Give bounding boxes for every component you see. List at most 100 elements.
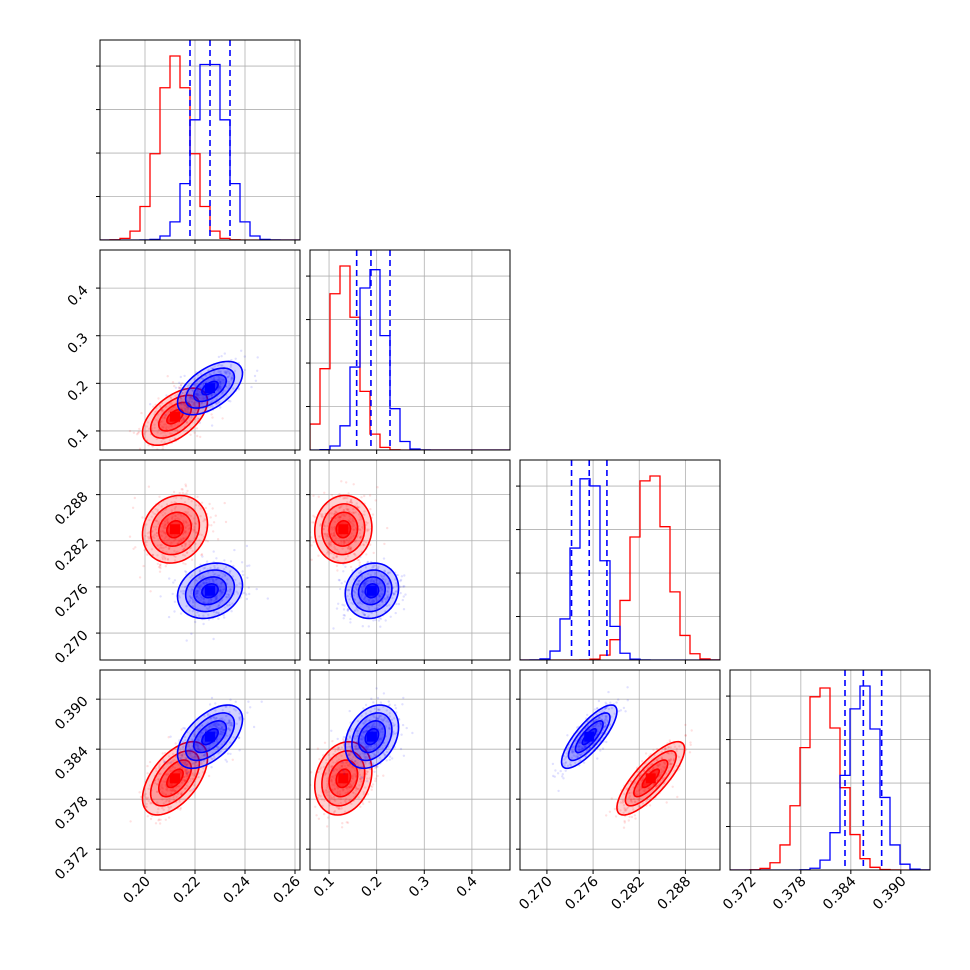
scatter-point — [193, 773, 196, 776]
scatter-point — [148, 784, 152, 787]
scatter-point — [163, 431, 166, 434]
scatter-point — [326, 533, 329, 536]
scatter-point — [216, 745, 219, 748]
contour-line — [166, 768, 184, 789]
x-tick-label-0-2: 0.24 — [220, 873, 253, 906]
density-peak — [205, 585, 215, 596]
scatter-point — [203, 714, 206, 718]
scatter-point — [343, 799, 347, 803]
scatter-point — [167, 547, 170, 550]
scatter-point — [325, 534, 328, 538]
scatter-point — [367, 599, 371, 602]
scatter-point — [349, 546, 353, 549]
scatter-point — [196, 611, 199, 614]
contour-line — [351, 569, 393, 613]
scatter-point — [168, 547, 171, 550]
scatter-point — [635, 790, 638, 793]
scatter-point — [392, 592, 395, 595]
scatter-point — [247, 700, 250, 703]
scatter-point — [164, 532, 167, 535]
x-tick-label-3-1: 0.378 — [770, 874, 810, 914]
scatter-point — [579, 753, 582, 756]
scatter-point — [216, 745, 219, 749]
scatter-point — [128, 429, 132, 433]
contour-line — [176, 360, 244, 416]
scatter-point — [223, 574, 227, 578]
scatter-point — [372, 599, 376, 603]
scatter-point — [358, 561, 361, 564]
scatter-point — [229, 752, 232, 756]
scatter-point — [173, 384, 176, 388]
scatter-point — [190, 754, 193, 758]
scatter-point — [230, 376, 233, 380]
scatter-point — [173, 758, 176, 762]
scatter-point — [347, 541, 351, 544]
scatter-point — [214, 724, 218, 727]
scatter-point — [167, 816, 171, 819]
scatter-point — [181, 746, 184, 749]
scatter-point — [195, 383, 198, 387]
scatter-point — [636, 793, 639, 796]
scatter-point — [349, 753, 352, 757]
scatter-point — [384, 597, 387, 600]
scatter-point — [168, 402, 172, 405]
scatter-point — [352, 766, 355, 770]
scatter-point — [607, 707, 611, 711]
scatter-point — [249, 706, 252, 709]
scatter-point — [326, 535, 330, 539]
scatter-point — [196, 392, 199, 396]
scatter-point — [205, 747, 209, 750]
scatter-point — [342, 563, 345, 566]
scatter-point — [214, 717, 218, 720]
scatter-point — [344, 557, 347, 560]
scatter-point — [384, 725, 388, 728]
scatter-point — [210, 393, 213, 396]
scatter-point — [667, 758, 670, 761]
scatter-point — [363, 587, 366, 590]
scatter-point — [626, 806, 629, 810]
scatter-point — [196, 776, 199, 779]
scatter-point — [203, 397, 206, 401]
scatter-point — [648, 769, 651, 773]
scatter-point — [196, 394, 199, 397]
scatter-point — [174, 394, 177, 397]
scatter-point — [212, 530, 215, 533]
scatter-point — [570, 749, 574, 752]
scatter-point — [314, 805, 317, 808]
scatter-point — [195, 592, 198, 595]
scatter-point — [373, 770, 376, 773]
scatter-point — [185, 405, 189, 409]
scatter-point — [624, 809, 628, 812]
axes-frame — [99, 39, 301, 241]
scatter-point — [245, 544, 249, 548]
scatter-point — [646, 787, 650, 790]
scatter-point — [192, 403, 195, 406]
scatter-point — [146, 815, 149, 818]
scatter-point — [177, 386, 181, 389]
scatter-point — [381, 747, 384, 750]
scatter-point — [213, 392, 216, 396]
scatter-point — [220, 355, 223, 358]
scatter-point — [205, 754, 208, 758]
scatter-point — [381, 600, 384, 604]
scatter-point — [391, 596, 394, 600]
scatter-point — [145, 544, 148, 547]
scatter-point — [348, 500, 352, 504]
scatter-point — [191, 410, 195, 413]
scatter-point — [603, 722, 607, 725]
scatter-point — [245, 593, 248, 596]
scatter-point — [350, 758, 354, 761]
scatter-point — [671, 785, 674, 788]
scatter-point — [640, 773, 643, 776]
scatter-point — [369, 761, 372, 764]
scatter-point — [157, 397, 160, 400]
scatter-point — [605, 719, 609, 722]
scatter-point — [207, 599, 211, 602]
scatter-point — [217, 378, 221, 382]
scatter-point — [321, 516, 324, 519]
scatter-point — [376, 604, 379, 607]
scatter-point — [366, 746, 369, 749]
scatter-point — [238, 716, 241, 719]
scatter-point — [346, 738, 349, 741]
scatter-point — [559, 769, 562, 773]
